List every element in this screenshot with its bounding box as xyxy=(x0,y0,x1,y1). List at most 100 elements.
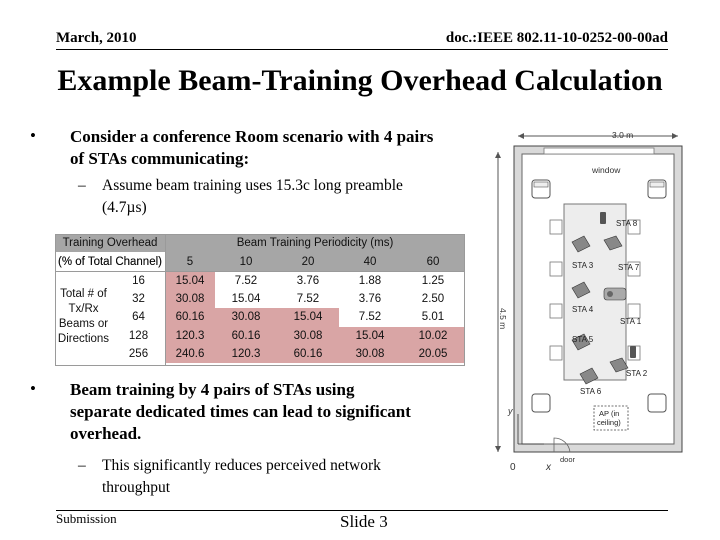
overhead-cell: 7.52 xyxy=(234,274,258,287)
overhead-table: Training Overhead Beam Training Periodic… xyxy=(55,234,465,271)
footer-rule xyxy=(56,510,668,511)
armchair-icon xyxy=(647,393,667,413)
table-row: 32 30.08 15.04 7.52 3.76 2.50 xyxy=(55,289,465,309)
header-date: March, 2010 xyxy=(56,30,137,46)
periodicity-header: 60 xyxy=(426,256,440,269)
conference-room-diagram: 3.0 m 4.5 m window xyxy=(495,130,683,473)
sta-label: STA 2 xyxy=(626,369,648,378)
armchair-icon xyxy=(531,393,551,413)
table-row: 256 240.6 120.3 60.16 30.08 20.05 xyxy=(55,344,465,364)
height-label: 4.5 m xyxy=(498,308,508,329)
sub-bullet-2-line2: throughput xyxy=(102,479,171,496)
overhead-cell: 7.52 xyxy=(296,292,320,305)
sub-bullet-1-line1: Assume beam training uses 15.3c long pre… xyxy=(102,177,403,194)
sta-label: STA 7 xyxy=(618,263,640,272)
laptop-icon xyxy=(571,281,591,299)
overhead-cell: 30.08 xyxy=(277,326,339,345)
sub-bullet-1-line2: (4.7µs) xyxy=(102,199,147,216)
overhead-cell: 30.08 xyxy=(339,344,401,364)
overhead-cell: 15.04 xyxy=(231,292,261,305)
laptop-icon xyxy=(579,367,599,385)
bullet-2-line2: separate dedicated times can lead to sig… xyxy=(70,402,411,421)
laptop-icon xyxy=(609,357,629,373)
slide-title: Example Beam-Training Overhead Calculati… xyxy=(57,64,663,97)
bullet-2-text: Beam training by 4 pairs of STAs using s… xyxy=(70,379,411,445)
x-axis-label: x xyxy=(545,462,552,473)
table-header-left-2: (% of Total Channel) xyxy=(58,256,162,269)
window-frame xyxy=(543,147,655,155)
periodicity-header: 10 xyxy=(239,256,253,269)
bullet-2-line1: Beam training by 4 pairs of STAs using xyxy=(70,380,355,399)
ap-label-line1: AP (in xyxy=(599,409,619,418)
row-group-label: Total # of Tx/Rx Beams or Directions xyxy=(55,271,112,363)
origin-label: 0 xyxy=(510,462,516,473)
overhead-cell: 240.6 xyxy=(165,344,215,364)
header-rule xyxy=(56,49,668,50)
overhead-cell: 20.05 xyxy=(401,344,465,364)
table-header-left-1: Training Overhead xyxy=(55,234,165,253)
armchair-icon xyxy=(531,179,551,199)
periodicity-header: 5 xyxy=(186,256,194,269)
beam-count-cell: 64 xyxy=(132,311,145,324)
laptop-icon xyxy=(571,333,591,351)
overhead-cell: 30.08 xyxy=(215,308,277,327)
overhead-cell: 7.52 xyxy=(358,311,382,324)
beam-count-cell: 256 xyxy=(128,348,149,361)
overhead-cell: 60.16 xyxy=(215,326,277,345)
header-doc-id: doc.:IEEE 802.11-10-0252-00-00ad xyxy=(445,30,668,46)
beam-count-cell: 32 xyxy=(132,292,145,305)
table-row: Total # of Tx/Rx Beams or Directions 16 … xyxy=(55,271,465,345)
sta-label: STA 8 xyxy=(616,219,638,228)
chair-icon xyxy=(549,219,641,361)
overhead-cell: 5.01 xyxy=(421,311,445,324)
overhead-cell: 15.04 xyxy=(339,326,401,345)
table-header-left-2: (% of Total Channel) xyxy=(58,255,162,268)
periodicity-header: 20 xyxy=(301,256,315,269)
overhead-cell: 10.02 xyxy=(401,326,465,345)
table-divider xyxy=(165,234,166,366)
access-point-box xyxy=(593,405,629,431)
overhead-cell: 120.3 xyxy=(165,326,215,345)
beam-count-cell: 128 xyxy=(128,329,149,342)
sub-bullet-dash: – xyxy=(78,177,86,194)
sub-bullet-2-line1: This significantly reduces perceived net… xyxy=(102,457,381,474)
door-swing xyxy=(553,437,571,453)
overhead-cell: 3.76 xyxy=(296,274,320,287)
overhead-cell: 120.3 xyxy=(215,344,277,364)
table-divider xyxy=(55,271,465,272)
window-label: window xyxy=(591,165,621,175)
overhead-cell: 30.08 xyxy=(165,289,215,309)
overhead-cell: 15.04 xyxy=(165,271,215,290)
table-header-periodicity: Beam Training Periodicity (ms) xyxy=(165,234,465,271)
overhead-cell: 2.50 xyxy=(421,292,445,305)
row-group-label-line: Total # of xyxy=(60,288,107,301)
arrow-right-icon xyxy=(672,133,678,139)
laptop-icon xyxy=(603,235,623,251)
armchair-icon xyxy=(647,179,667,199)
sub-bullet-1-text: Assume beam training uses 15.3c long pre… xyxy=(102,175,403,219)
overhead-cell: 60.16 xyxy=(165,308,215,327)
bullet-dot: • xyxy=(30,126,36,145)
bullet-1-line1: Consider a conference Room scenario with… xyxy=(70,127,434,146)
footer-submission: Submission xyxy=(56,511,117,526)
width-label: 3.0 m xyxy=(612,130,633,140)
ap-label-line2: ceiling) xyxy=(597,418,621,427)
projector-icon xyxy=(603,287,627,301)
bullet-2-line3: overhead. xyxy=(70,424,142,443)
sta-label: STA 5 xyxy=(572,335,594,344)
phone-icon xyxy=(600,212,606,224)
table-row: 128 120.3 60.16 30.08 15.04 10.02 xyxy=(55,326,465,345)
beam-count-cell: 16 xyxy=(132,274,145,287)
door-label: door xyxy=(560,455,576,464)
phone-icon xyxy=(630,346,636,358)
periodicity-header: 40 xyxy=(363,256,377,269)
overhead-table-body: (% of Total Channel) 5 10 20 40 60 Total… xyxy=(55,253,465,364)
slide-number: Slide 3 xyxy=(340,512,388,531)
laptop-icon xyxy=(571,235,591,253)
overhead-cell: 1.88 xyxy=(358,274,382,287)
sta-label: STA 6 xyxy=(580,387,602,396)
overhead-cell: 60.16 xyxy=(277,344,339,364)
row-group-label-line: Directions xyxy=(57,333,110,346)
overhead-cell: 3.76 xyxy=(358,292,382,305)
bullet-1-text: Consider a conference Room scenario with… xyxy=(70,126,433,170)
